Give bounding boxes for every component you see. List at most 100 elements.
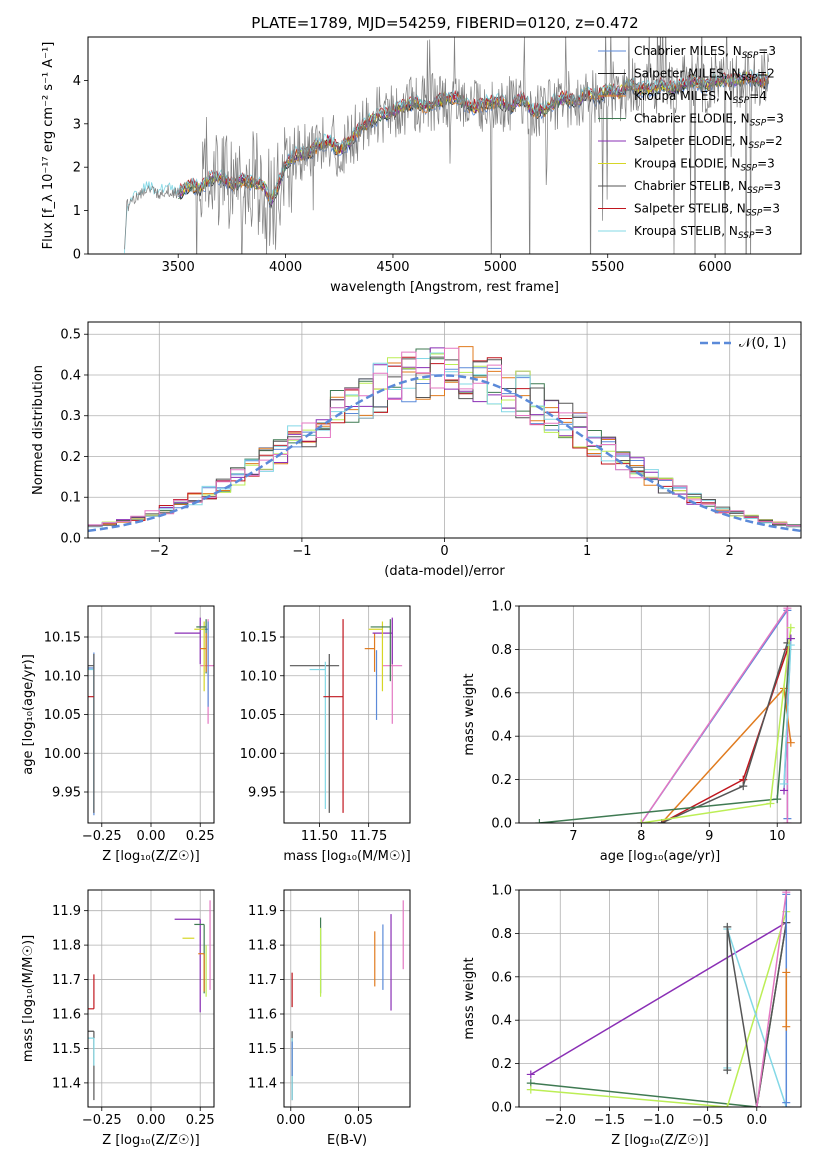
grid-lines — [88, 606, 214, 823]
x-axis-label: mass [log₁₀(M/M☉)] — [283, 849, 410, 864]
y-tick-label: 11.8 — [52, 939, 81, 954]
plot-area — [526, 890, 791, 1107]
y-tick-label: 10.00 — [240, 747, 277, 762]
mass-vs-extinction-panel: 0.00 0.05 11.4 11.5 11.6 11.7 11.8 11.9 E(B-V) — [248, 889, 411, 1148]
axes-frame — [518, 605, 802, 824]
y-axis-label: mass weight — [462, 957, 477, 1039]
y-tick-label: 10.00 — [44, 747, 81, 762]
y-tick-label: 10.10 — [44, 669, 81, 684]
mass-weight-line — [783, 645, 792, 784]
y-axis-label: Normed distribution — [31, 365, 46, 495]
x-tick-label: 2 — [726, 544, 734, 559]
y-tick-label: 10.15 — [240, 631, 277, 646]
age-vs-mass-panel: 11.50 11.75 9.95 10.00 10.05 10.10 10.15 mass [… — [240, 605, 411, 864]
mass-weight-marker — [782, 968, 791, 977]
x-axis-label: Z [log₁₀(Z/Z☉)] — [102, 1133, 199, 1148]
legend-entry: Kroupa ELODIE, NSSP=3 — [634, 157, 775, 174]
x-tick-label: 0 — [440, 544, 448, 559]
x-tick-label: 8 — [637, 829, 645, 844]
y-tick-label: 0.0 — [491, 1101, 512, 1116]
mass-weight-marker — [786, 738, 795, 747]
y-tick-label: 0.2 — [491, 1057, 512, 1072]
mass-weight-line — [530, 911, 788, 1107]
axes-frame — [87, 605, 215, 824]
grid-lines — [88, 890, 214, 1107]
y-tick-label: 3 — [73, 117, 81, 132]
mass-weight-marker — [786, 641, 795, 650]
x-tick-label: 0.0 — [746, 1113, 767, 1128]
plot-area — [88, 617, 214, 816]
mass-weight-marker — [526, 1070, 535, 1079]
y-axis-label: mass weight — [462, 673, 477, 755]
legend: Chabrier MILES, NSSP=3 Salpeter MILES, NS… — [598, 44, 784, 241]
error-bar-point — [200, 619, 214, 724]
y-tick-label: 0.4 — [60, 368, 81, 383]
mass-weight-marker — [782, 1022, 791, 1031]
grid-lines — [519, 605, 801, 824]
x-tick-label: 0.05 — [344, 1113, 373, 1128]
y-tick-label: 11.7 — [52, 973, 81, 988]
y-tick-label: 0.8 — [491, 927, 512, 942]
x-tick-label: −0.5 — [692, 1113, 724, 1128]
axes-frame — [283, 605, 411, 824]
y-tick-label: 10.05 — [44, 708, 81, 723]
plot-area — [289, 617, 403, 813]
y-tick-label: 10.10 — [240, 669, 277, 684]
mass-weight-marker — [782, 1098, 791, 1107]
y-tick-label: 1.0 — [491, 884, 512, 899]
x-tick-label: 11.75 — [350, 829, 387, 844]
y-tick-label: 0.4 — [491, 1014, 512, 1029]
mass-weight-vs-metallicity-panel: −2.0 −1.5 −1.0 −0.5 0.0 0.0 0.2 0.4 0.6 0.8 1.0 Z [… — [462, 884, 802, 1148]
legend-entry: Salpeter STELIB, NSSP=3 — [634, 202, 780, 219]
error-bar-point — [88, 654, 95, 813]
x-tick-label: 7 — [569, 829, 577, 844]
y-tick-label: 0.0 — [491, 817, 512, 832]
y-tick-label: 11.6 — [248, 1008, 277, 1023]
y-tick-label: 11.8 — [248, 939, 277, 954]
y-tick-label: 9.95 — [52, 786, 81, 801]
x-tick-label: 11.50 — [301, 829, 338, 844]
y-tick-label: 11.7 — [248, 973, 277, 988]
y-tick-label: 0 — [73, 248, 81, 263]
y-tick-label: 1.0 — [491, 600, 512, 615]
error-bar-point — [88, 974, 95, 1010]
y-tick-label: 0.2 — [60, 450, 81, 465]
axes-frame — [87, 36, 802, 255]
x-tick-label: 0.00 — [276, 1113, 305, 1128]
error-bar-point — [364, 633, 376, 672]
y-tick-label: 0.8 — [491, 643, 512, 658]
figure-title: PLATE=1789, MJD=54259, FIBERID=0120, z=0… — [251, 14, 638, 32]
x-axis-label: Z [log₁₀(Z/Z☉)] — [611, 1133, 708, 1148]
y-tick-label: 0.6 — [491, 686, 512, 701]
error-bar-point — [309, 661, 326, 810]
mass-weight-marker — [637, 819, 646, 823]
mass-weight-line — [539, 638, 792, 823]
x-tick-label: 10 — [769, 829, 786, 844]
x-tick-label: −2.0 — [544, 1113, 576, 1128]
y-tick-label: 9.95 — [248, 786, 277, 801]
x-tick-label: −1.0 — [643, 1113, 675, 1128]
error-bar-point — [200, 633, 207, 672]
error-bar-point — [174, 617, 201, 665]
mass-weight-marker — [773, 795, 782, 804]
mass-weight-marker — [723, 1103, 732, 1107]
x-tick-label: 0.25 — [186, 1113, 215, 1128]
legend-entry: Salpeter ELODIE, NSSP=2 — [634, 134, 783, 151]
error-bar-point — [88, 1037, 95, 1066]
mass-weight-line — [726, 922, 788, 1107]
x-axis-label: wavelength [Angstrom, rest frame] — [330, 280, 559, 295]
legend-entry: Kroupa STELIB, NSSP=3 — [634, 224, 772, 241]
x-tick-label: −1.5 — [594, 1113, 626, 1128]
y-axis-label: mass [log₁₀(M/M☉)] — [21, 935, 36, 1062]
spectrum-panel: 3500 4000 4500 5000 5500 6000 0 1 2 3 4 wavelength … — [41, 36, 802, 295]
mass-weight-vs-age-panel: 7 8 9 10 0.0 0.2 0.4 0.6 0.8 1.0 age [log₁₀(age/yr… — [462, 600, 802, 864]
axes-frame — [87, 889, 215, 1108]
x-tick-label: −1 — [292, 544, 311, 559]
x-tick-label: 5500 — [591, 260, 624, 275]
plot-area — [291, 900, 404, 1101]
residual-histogram-panel: −2 −1 0 1 2 0.0 0.1 0.2 0.3 0.4 0.5 (data-model)/er… — [31, 321, 802, 579]
legend-entry: 𝒩(0, 1) — [739, 336, 786, 351]
mass-vs-metallicity-panel: −0.25 0.00 0.25 11.4 11.5 11.6 11.7 11.8 11.9 Z [… — [21, 889, 215, 1148]
y-tick-label: 10.15 — [44, 631, 81, 646]
